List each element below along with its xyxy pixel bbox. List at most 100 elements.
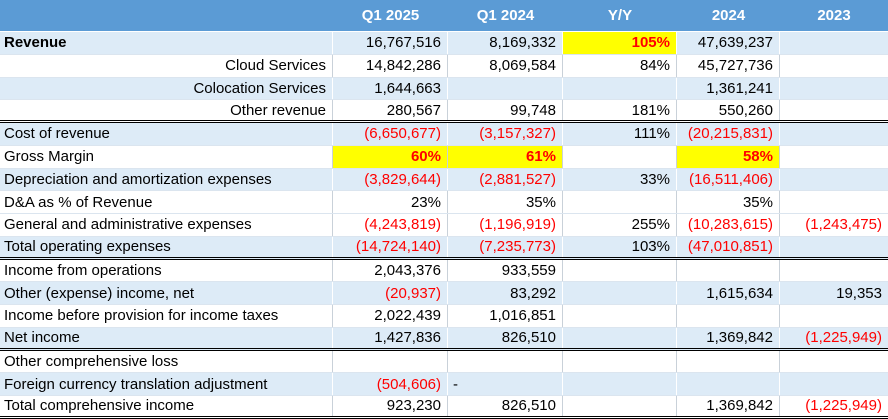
cell-q1-2024[interactable]: 826,510 — [448, 396, 563, 416]
row-label[interactable]: Depreciation and amortization expenses — [0, 168, 333, 191]
cell-yy[interactable] — [563, 259, 677, 282]
cell-fy-2024[interactable]: (16,511,406) — [677, 168, 780, 191]
row-label[interactable]: Revenue — [0, 32, 333, 54]
cell-fy-2023[interactable] — [780, 100, 888, 120]
cell-fy-2024[interactable]: 1,361,241 — [677, 77, 780, 100]
cell-fy-2023[interactable] — [780, 373, 888, 395]
cell-fy-2023[interactable] — [780, 191, 888, 213]
column-header-label[interactable] — [0, 0, 333, 31]
cell-fy-2024[interactable]: 550,260 — [677, 100, 780, 120]
cell-q1-2025[interactable]: 280,567 — [333, 100, 448, 120]
cell-q1-2024[interactable]: (2,881,527) — [448, 168, 563, 191]
row-label[interactable]: Net income — [0, 327, 333, 348]
cell-q1-2024[interactable]: (1,196,919) — [448, 214, 563, 236]
cell-yy[interactable] — [563, 373, 677, 395]
cell-fy-2024[interactable] — [677, 350, 780, 373]
cell-fy-2023[interactable] — [780, 237, 888, 257]
cell-q1-2025[interactable]: (6,650,677) — [333, 123, 448, 145]
cell-fy-2024[interactable] — [677, 373, 780, 395]
cell-q1-2025[interactable] — [333, 350, 448, 373]
row-label[interactable]: Other revenue — [0, 100, 333, 120]
cell-yy[interactable] — [563, 77, 677, 100]
cell-fy-2024[interactable]: 35% — [677, 191, 780, 213]
row-label[interactable]: Foreign currency translation adjustment — [0, 373, 333, 395]
column-header-2023[interactable]: 2023 — [817, 7, 851, 24]
cell-yy[interactable]: 103% — [563, 236, 677, 257]
cell-fy-2023[interactable] — [780, 55, 888, 77]
cell-fy-2023[interactable] — [780, 351, 888, 373]
cell-q1-2025[interactable]: (20,937) — [333, 282, 448, 304]
cell-q1-2024[interactable]: 8,169,332 — [448, 32, 563, 54]
cell-fy-2023[interactable] — [780, 146, 888, 168]
cell-fy-2023[interactable]: (1,225,949) — [805, 397, 882, 415]
cell-fy-2023[interactable] — [780, 169, 888, 191]
cell-fy-2023[interactable]: (1,225,949) — [805, 329, 882, 347]
cell-yy[interactable] — [563, 350, 677, 373]
cell-fy-2024[interactable] — [677, 259, 780, 282]
cell-yy[interactable] — [563, 396, 677, 416]
cell-yy[interactable]: 84% — [563, 54, 677, 77]
cell-q1-2024[interactable]: 99,748 — [448, 100, 563, 120]
cell-fy-2023[interactable] — [780, 78, 888, 100]
cell-yy[interactable] — [563, 145, 677, 168]
row-label[interactable]: Income from operations — [0, 259, 333, 282]
cell-q1-2025[interactable]: 1,644,663 — [333, 77, 448, 100]
cell-q1-2025[interactable]: (504,606) — [333, 373, 448, 395]
row-label[interactable]: Total comprehensive income — [0, 396, 333, 416]
cell-q1-2024[interactable]: - — [448, 373, 563, 395]
cell-fy-2024[interactable]: (20,215,831) — [677, 123, 780, 145]
row-label[interactable]: Total operating expenses — [0, 236, 333, 257]
cell-q1-2024[interactable]: 826,510 — [448, 327, 563, 348]
cell-fy-2023[interactable]: 19,353 — [836, 284, 882, 302]
cell-fy-2023[interactable] — [780, 260, 888, 282]
cell-yy[interactable] — [563, 191, 677, 213]
cell-q1-2024[interactable]: 1,016,851 — [448, 305, 563, 327]
cell-q1-2024[interactable]: 8,069,584 — [448, 54, 563, 77]
cell-q1-2024[interactable]: 35% — [448, 191, 563, 213]
cell-fy-2023[interactable] — [780, 32, 888, 54]
cell-q1-2024[interactable] — [448, 350, 563, 373]
cell-fy-2024[interactable]: 58% — [677, 145, 780, 168]
cell-fy-2024[interactable]: 1,615,634 — [677, 282, 780, 304]
cell-yy[interactable]: 33% — [563, 168, 677, 191]
row-label[interactable]: Other comprehensive loss — [0, 350, 333, 373]
row-label[interactable]: Gross Margin — [0, 145, 333, 168]
cell-fy-2024[interactable] — [677, 305, 780, 327]
cell-q1-2025[interactable]: 2,043,376 — [333, 259, 448, 282]
cell-yy[interactable]: 181% — [563, 100, 677, 120]
cell-q1-2024[interactable]: 83,292 — [448, 282, 563, 304]
cell-q1-2025[interactable]: (4,243,819) — [333, 214, 448, 236]
cell-q1-2025[interactable]: 1,427,836 — [333, 327, 448, 348]
cell-yy[interactable]: 111% — [563, 123, 677, 145]
cell-yy[interactable] — [563, 305, 677, 327]
cell-q1-2025[interactable]: 60% — [333, 145, 448, 168]
row-label[interactable]: Cloud Services — [0, 54, 333, 77]
cell-yy[interactable]: 105% — [563, 32, 677, 54]
row-label[interactable]: D&A as % of Revenue — [0, 191, 333, 213]
column-header-q1-2025[interactable]: Q1 2025 — [361, 7, 420, 24]
row-label[interactable]: Cost of revenue — [0, 123, 333, 145]
cell-fy-2024[interactable]: (47,010,851) — [677, 236, 780, 257]
column-header-2024[interactable]: 2024 — [711, 7, 746, 24]
cell-q1-2025[interactable]: 923,230 — [333, 396, 448, 416]
row-label[interactable]: Colocation Services — [0, 77, 333, 100]
row-label[interactable]: Other (expense) income, net — [0, 282, 333, 304]
cell-yy[interactable]: 255% — [563, 214, 677, 236]
row-label[interactable]: Income before provision for income taxes — [0, 305, 333, 327]
cell-q1-2025[interactable]: 14,842,286 — [333, 54, 448, 77]
cell-q1-2025[interactable]: (3,829,644) — [333, 168, 448, 191]
cell-fy-2024[interactable]: 45,727,736 — [677, 54, 780, 77]
cell-q1-2025[interactable]: 16,767,516 — [333, 32, 448, 54]
cell-q1-2025[interactable]: 2,022,439 — [333, 305, 448, 327]
cell-fy-2023[interactable] — [780, 123, 888, 145]
cell-q1-2024[interactable]: (3,157,327) — [448, 123, 563, 145]
cell-q1-2025[interactable]: 23% — [333, 191, 448, 213]
cell-fy-2024[interactable]: 47,639,237 — [677, 32, 780, 54]
cell-q1-2024[interactable]: (7,235,773) — [448, 236, 563, 257]
cell-q1-2024[interactable]: 933,559 — [448, 259, 563, 282]
cell-yy[interactable] — [563, 282, 677, 304]
column-header-q1-2024[interactable]: Q1 2024 — [476, 7, 535, 24]
cell-yy[interactable] — [563, 327, 677, 348]
cell-fy-2024[interactable]: 1,369,842 — [677, 396, 780, 416]
cell-q1-2024[interactable] — [448, 77, 563, 100]
